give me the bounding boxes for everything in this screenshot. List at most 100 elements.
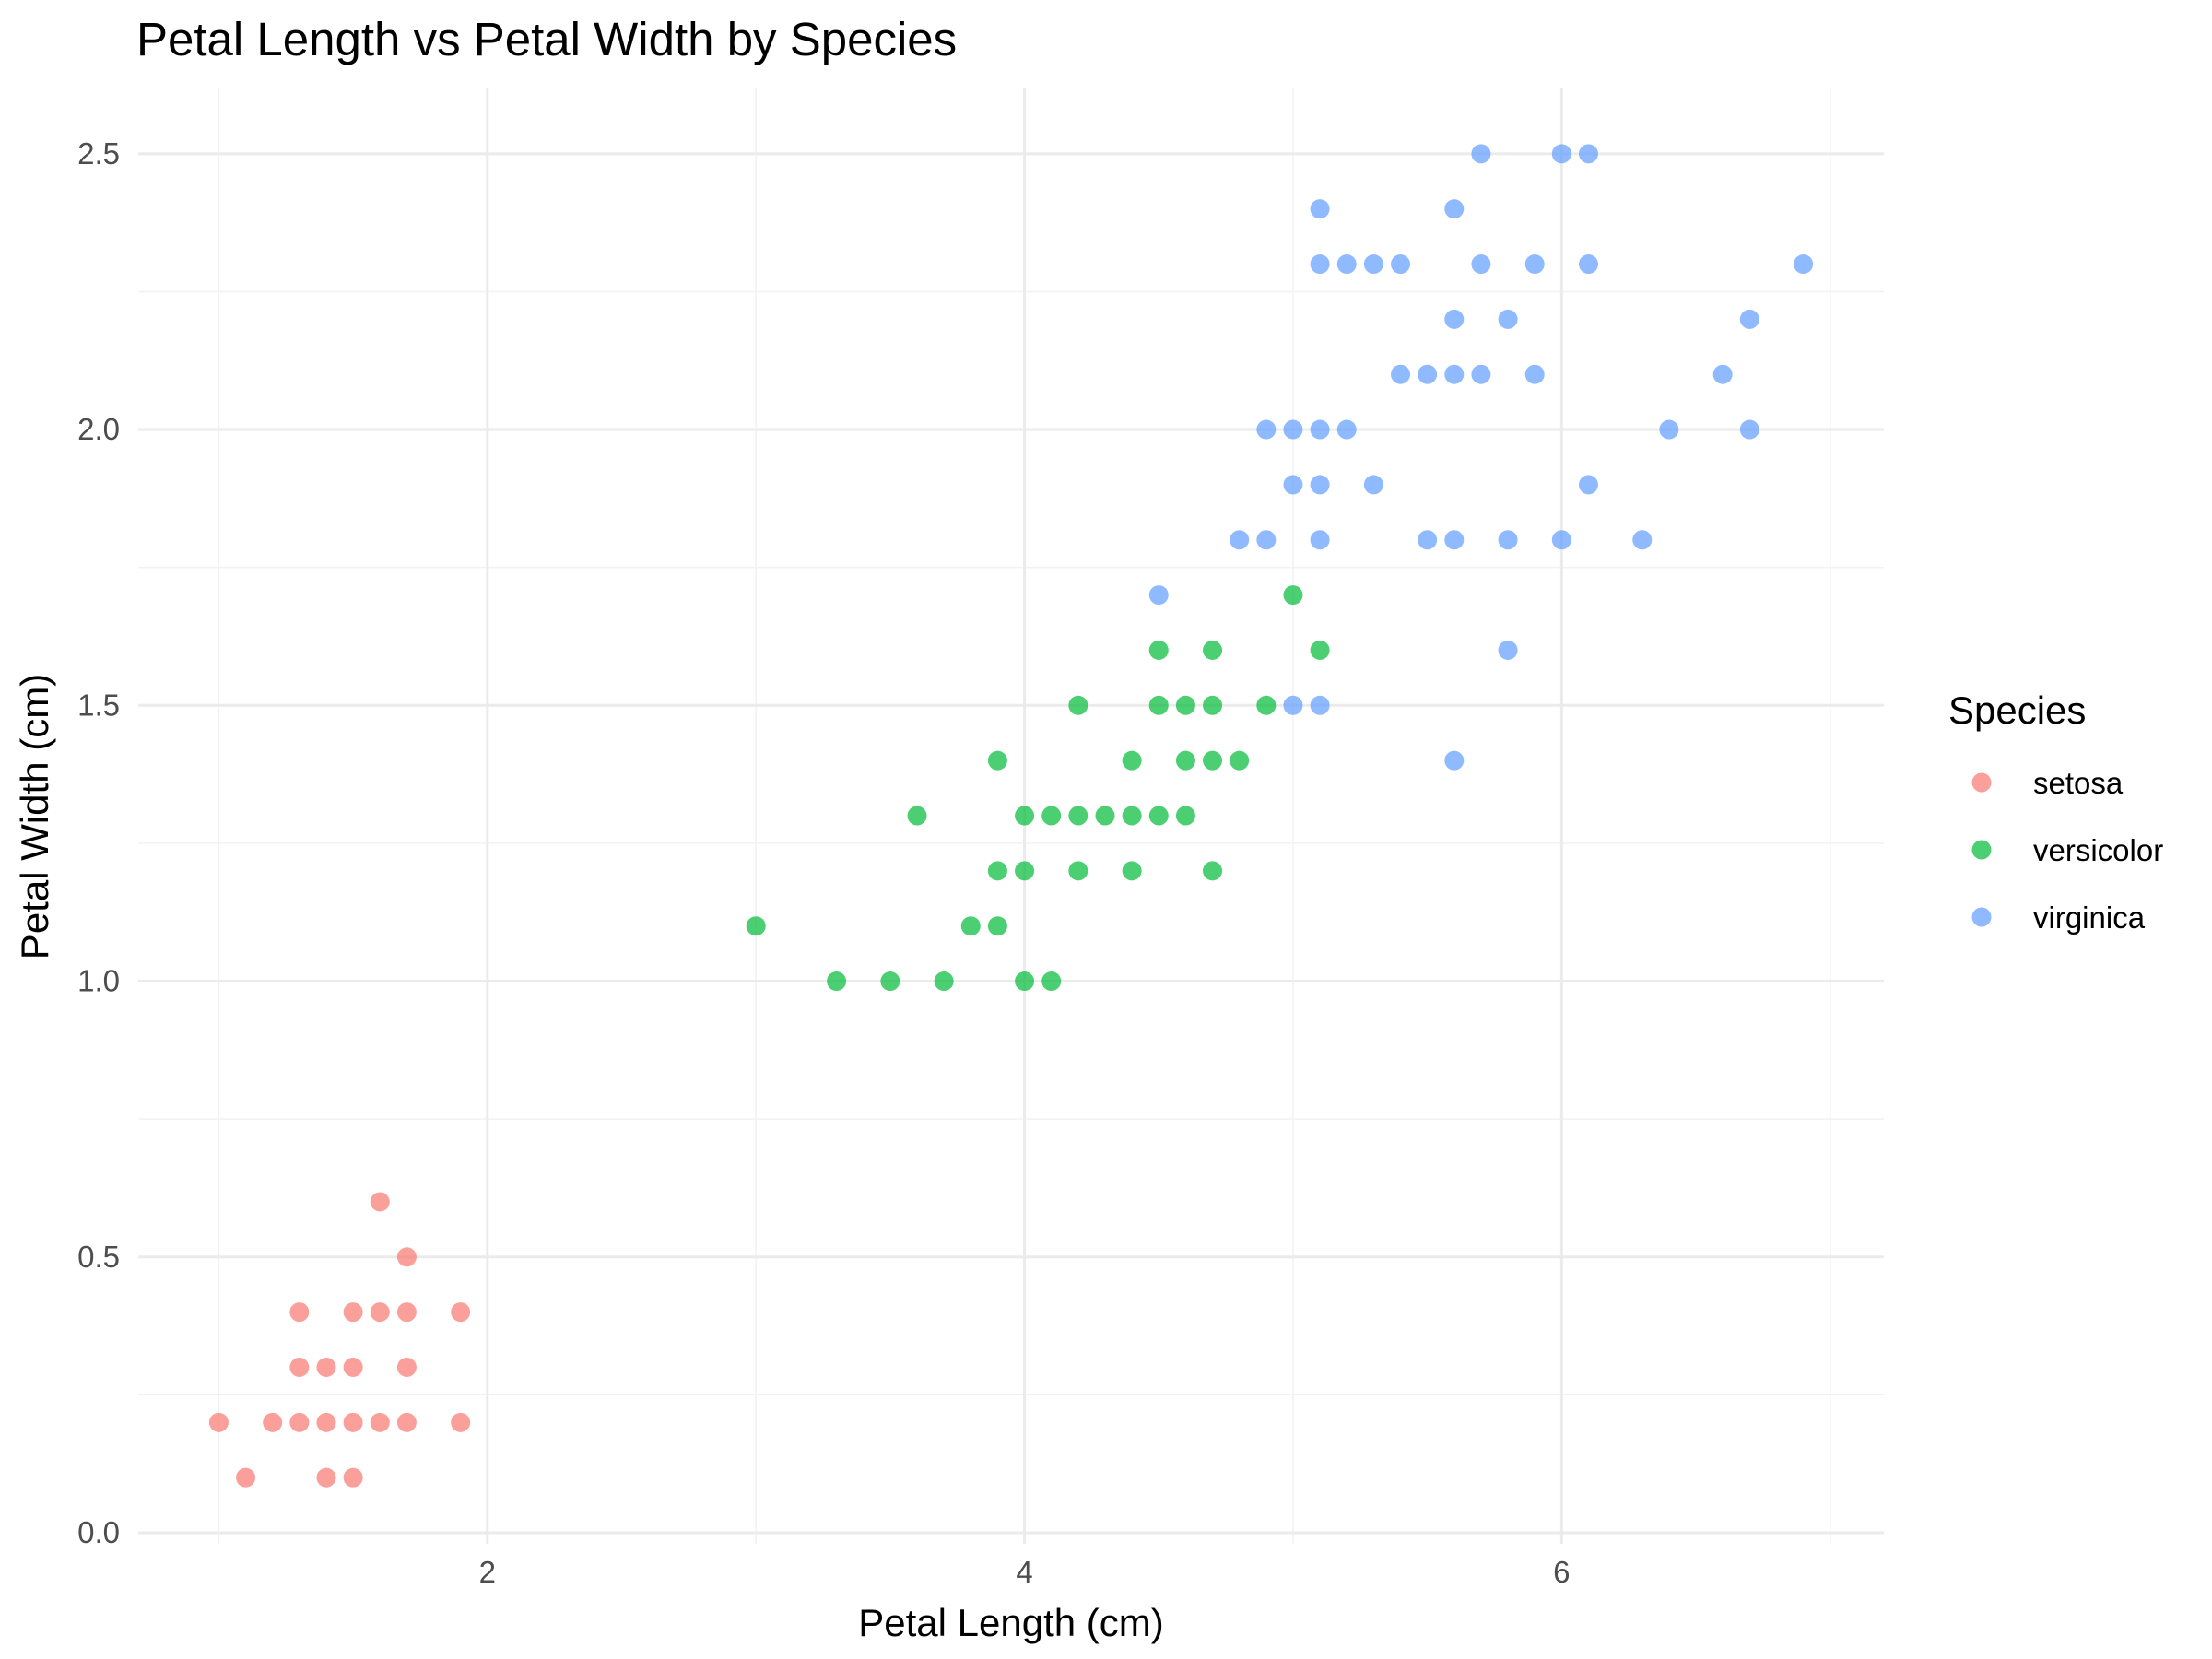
data-point [263, 1412, 283, 1432]
data-point [236, 1467, 256, 1488]
data-point [1418, 364, 1438, 384]
data-point [1794, 254, 1814, 275]
data-point [1068, 695, 1088, 715]
data-point [1283, 585, 1303, 606]
data-point [1498, 530, 1518, 550]
data-point [1391, 254, 1411, 275]
data-point [1659, 419, 1679, 440]
legend-key-setosa [1971, 772, 1992, 793]
data-point [396, 1247, 417, 1267]
data-point [1444, 530, 1465, 550]
data-point [1148, 695, 1169, 715]
data-point [1578, 475, 1598, 495]
y-axis-title: Petal Width (cm) [13, 674, 56, 959]
data-point [1524, 364, 1545, 384]
y-tick-label: 2.5 [77, 136, 120, 171]
data-point [370, 1412, 390, 1432]
data-point [289, 1357, 310, 1377]
series-virginica [1148, 144, 1814, 771]
data-point [1283, 695, 1303, 715]
data-point [451, 1302, 471, 1323]
data-point [1203, 861, 1223, 881]
data-points [208, 144, 1814, 1488]
data-point [343, 1467, 363, 1488]
data-point [1578, 254, 1598, 275]
data-point [370, 1302, 390, 1323]
data-point [1444, 309, 1465, 329]
data-point [1068, 806, 1088, 826]
series-versicolor [746, 585, 1330, 992]
data-point [987, 916, 1007, 936]
legend-label-setosa: setosa [2033, 766, 2124, 800]
data-point [1524, 254, 1545, 275]
legend: Species setosa versicolor virginica [1948, 688, 2163, 935]
data-point [1444, 364, 1465, 384]
data-point [827, 971, 847, 992]
data-point [1363, 475, 1383, 495]
data-point [370, 1192, 390, 1212]
chart-title: Petal Length vs Petal Width by Species [136, 13, 957, 65]
y-tick-label: 0.0 [77, 1515, 120, 1549]
data-point [451, 1412, 471, 1432]
data-point [1015, 806, 1035, 826]
x-axis-ticks: 2 4 6 [479, 1555, 1571, 1589]
data-point [880, 971, 900, 992]
legend-label-virginica: virginica [2033, 900, 2146, 935]
data-point [1068, 861, 1088, 881]
legend-label-versicolor: versicolor [2033, 833, 2163, 867]
data-point [1148, 806, 1169, 826]
grid [138, 88, 1884, 1544]
data-point [1122, 806, 1142, 826]
data-point [1283, 419, 1303, 440]
data-point [1256, 530, 1277, 550]
data-point [1551, 144, 1571, 164]
data-point [208, 1412, 229, 1432]
data-point [1148, 640, 1169, 660]
data-point [934, 971, 954, 992]
data-point [1230, 530, 1250, 550]
data-point [316, 1412, 336, 1432]
data-point [1256, 419, 1277, 440]
data-point [1712, 364, 1733, 384]
data-point [343, 1357, 363, 1377]
x-tick-label: 2 [479, 1555, 496, 1589]
data-point [1444, 199, 1465, 219]
data-point [343, 1302, 363, 1323]
data-point [1203, 750, 1223, 771]
data-point [907, 806, 927, 826]
data-point [1498, 309, 1518, 329]
data-point [1391, 364, 1411, 384]
y-tick-label: 1.5 [77, 688, 120, 722]
legend-items: setosa versicolor virginica [1971, 766, 2163, 935]
legend-key-versicolor [1971, 840, 1992, 860]
data-point [1444, 750, 1465, 771]
data-point [343, 1412, 363, 1432]
data-point [1095, 806, 1115, 826]
x-axis-title: Petal Length (cm) [858, 1601, 1164, 1644]
data-point [1363, 254, 1383, 275]
data-point [1230, 750, 1250, 771]
data-point [1203, 695, 1223, 715]
data-point [746, 916, 766, 936]
data-point [1015, 971, 1035, 992]
legend-key-virginica [1971, 907, 1992, 927]
x-tick-label: 6 [1553, 1555, 1570, 1589]
y-tick-label: 2.0 [77, 412, 120, 446]
data-point [1578, 144, 1598, 164]
data-point [987, 861, 1007, 881]
data-point [1041, 971, 1062, 992]
data-point [1310, 475, 1330, 495]
data-point [1310, 199, 1330, 219]
y-tick-label: 0.5 [77, 1240, 120, 1274]
data-point [1498, 640, 1518, 660]
data-point [1310, 695, 1330, 715]
data-point [1310, 530, 1330, 550]
data-point [1015, 861, 1035, 881]
data-point [1041, 806, 1062, 826]
data-point [1175, 806, 1195, 826]
data-point [1418, 530, 1438, 550]
data-point [1175, 695, 1195, 715]
data-point [1471, 254, 1491, 275]
